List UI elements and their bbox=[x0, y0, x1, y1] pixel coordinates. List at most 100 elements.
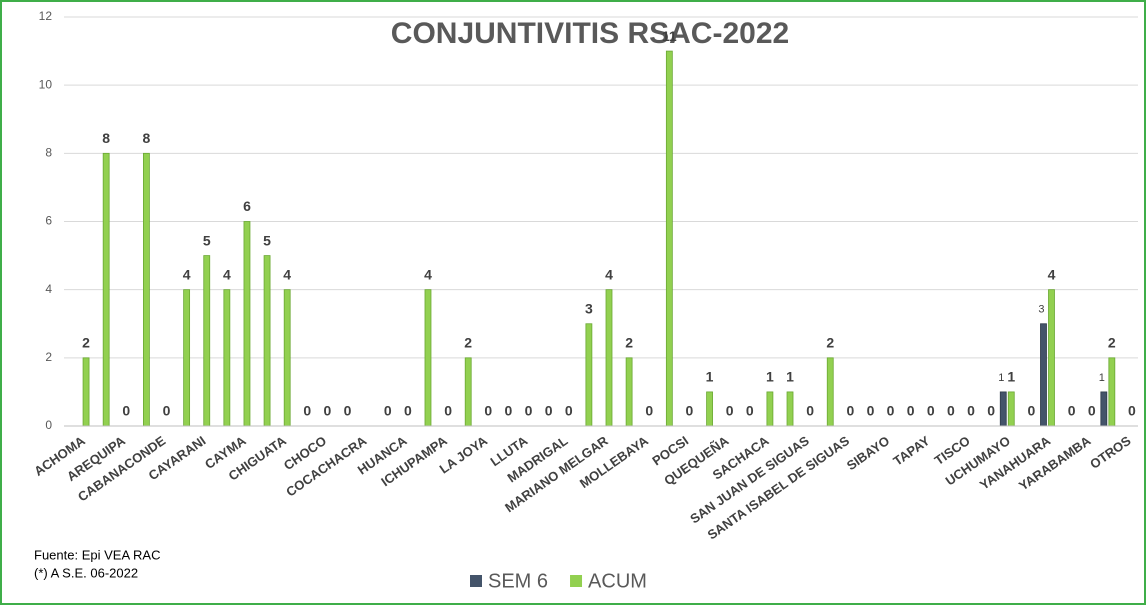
data-label: 0 bbox=[404, 403, 412, 419]
data-label: 1 bbox=[1007, 369, 1015, 385]
bar bbox=[826, 357, 834, 427]
legend-swatch bbox=[570, 575, 583, 587]
data-label: 0 bbox=[163, 403, 171, 419]
data-label: 2 bbox=[82, 335, 90, 351]
data-label: 4 bbox=[283, 266, 291, 282]
x-tick-label: SIBAYO bbox=[844, 433, 892, 473]
x-tick-label: MOLLEBAYA bbox=[577, 433, 652, 491]
data-label: 0 bbox=[1128, 403, 1136, 419]
data-label: 0 bbox=[726, 403, 734, 419]
data-label: 0 bbox=[967, 403, 975, 419]
data-label: 0 bbox=[484, 403, 492, 419]
y-tick-label: 4 bbox=[45, 282, 52, 296]
y-tick-label: 2 bbox=[45, 350, 52, 364]
data-label: 2 bbox=[826, 335, 834, 351]
data-label: 8 bbox=[102, 130, 110, 146]
data-label: 0 bbox=[887, 403, 895, 419]
data-label: 5 bbox=[203, 232, 211, 248]
legend-label: SEM 6 bbox=[488, 570, 548, 592]
data-label: 0 bbox=[1088, 403, 1096, 419]
bar bbox=[766, 391, 774, 427]
bar bbox=[243, 221, 251, 427]
data-label: 0 bbox=[806, 403, 814, 419]
data-label: 0 bbox=[987, 403, 995, 419]
data-label: 0 bbox=[122, 403, 130, 419]
data-label: 4 bbox=[223, 266, 231, 282]
note: Fuente: Epi VEA RAC bbox=[34, 547, 160, 562]
data-label: 4 bbox=[605, 266, 613, 282]
bar bbox=[1100, 391, 1108, 427]
bar bbox=[203, 255, 211, 427]
data-label: 0 bbox=[444, 403, 452, 419]
chart-title: CONJUNTIVITIS RSAC-2022 bbox=[391, 17, 789, 50]
data-label: 6 bbox=[243, 198, 251, 214]
data-label: 1 bbox=[998, 372, 1004, 384]
data-label: 8 bbox=[142, 130, 150, 146]
bar bbox=[1007, 391, 1015, 427]
data-label: 0 bbox=[927, 403, 935, 419]
legend-swatch bbox=[470, 575, 482, 587]
bar bbox=[1040, 323, 1047, 427]
data-label: 1 bbox=[1099, 372, 1105, 384]
data-label: 1 bbox=[786, 369, 794, 385]
data-label: 0 bbox=[545, 403, 553, 419]
bar bbox=[1048, 289, 1055, 427]
data-label: 0 bbox=[867, 403, 875, 419]
data-label: 5 bbox=[263, 232, 271, 248]
bar bbox=[82, 357, 90, 427]
data-label: 0 bbox=[947, 403, 955, 419]
data-label: 11 bbox=[662, 28, 677, 44]
bar bbox=[263, 255, 271, 427]
data-label: 2 bbox=[625, 335, 633, 351]
data-label: 4 bbox=[1048, 266, 1056, 282]
legend-label: ACUM bbox=[588, 570, 647, 592]
bar bbox=[665, 50, 673, 427]
y-tick-label: 12 bbox=[39, 9, 53, 23]
data-label: 0 bbox=[746, 403, 754, 419]
bar bbox=[625, 357, 633, 427]
bar bbox=[142, 152, 150, 427]
bar bbox=[102, 152, 110, 427]
bar bbox=[283, 289, 291, 427]
data-label: 0 bbox=[384, 403, 392, 419]
bar bbox=[464, 357, 472, 427]
data-label: 2 bbox=[464, 335, 472, 351]
data-label: 4 bbox=[424, 266, 432, 282]
bar bbox=[706, 391, 713, 427]
data-label: 1 bbox=[766, 369, 774, 385]
data-label: 0 bbox=[846, 403, 854, 419]
data-label: 0 bbox=[525, 403, 533, 419]
data-label: 1 bbox=[706, 369, 714, 385]
data-label: 0 bbox=[1027, 403, 1035, 419]
bar bbox=[585, 323, 593, 427]
data-label: 0 bbox=[505, 403, 513, 419]
bar bbox=[999, 391, 1007, 427]
data-label: 0 bbox=[565, 403, 573, 419]
x-tick-label: OTROS bbox=[1087, 433, 1134, 472]
x-tick-label: TAPAY bbox=[890, 433, 932, 469]
data-label: 0 bbox=[907, 403, 915, 419]
data-label: 0 bbox=[324, 403, 332, 419]
bar bbox=[605, 289, 613, 427]
y-tick-label: 10 bbox=[39, 77, 53, 91]
bar bbox=[1108, 357, 1116, 427]
bar bbox=[183, 289, 191, 427]
data-label: 3 bbox=[1038, 304, 1044, 316]
data-label: 0 bbox=[344, 403, 352, 419]
data-label: 3 bbox=[585, 300, 593, 316]
bar bbox=[786, 391, 794, 427]
y-tick-label: 6 bbox=[45, 214, 52, 228]
bar bbox=[223, 289, 231, 427]
data-label: 2 bbox=[1108, 335, 1116, 351]
y-tick-label: 0 bbox=[45, 418, 52, 432]
y-tick-label: 8 bbox=[45, 146, 52, 160]
data-label: 0 bbox=[686, 403, 694, 419]
bar bbox=[424, 289, 432, 427]
note: (*) A S.E. 06-2022 bbox=[34, 565, 138, 580]
data-label: 4 bbox=[183, 266, 191, 282]
data-label: 0 bbox=[645, 403, 653, 419]
data-label: 0 bbox=[303, 403, 311, 419]
data-label: 0 bbox=[1068, 403, 1076, 419]
